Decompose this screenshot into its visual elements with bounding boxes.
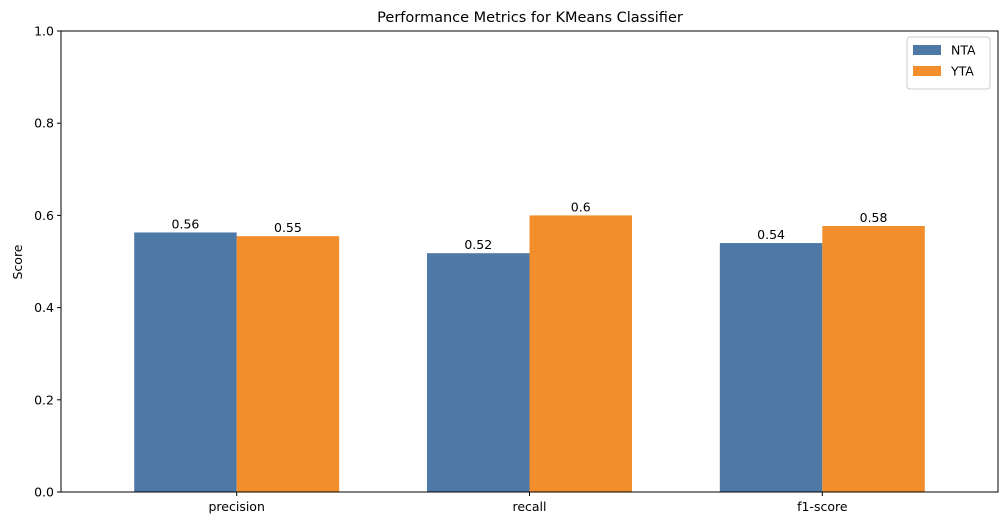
value-label-yta-recall: 0.6 [571,199,591,214]
bar-nta-recall [427,253,530,492]
legend-swatch-yta [913,66,941,76]
legend-box [906,36,991,90]
bar-yta-recall [529,215,632,492]
value-label-nta-f1-score: 0.54 [757,227,785,242]
y-tick-label: 0.4 [34,300,54,315]
legend-label-nta: NTA [951,43,976,58]
value-label-yta-precision: 0.55 [274,220,302,235]
plot-frame [60,30,999,493]
y-tick-label: 0.8 [34,116,54,131]
x-tick-label-recall: recall [512,499,546,514]
y-axis-label: Score [10,244,25,279]
bars-group [134,215,925,493]
x-tick-label-precision: precision [208,499,264,514]
chart-title: Performance Metrics for KMeans Classifie… [377,10,683,26]
y-tick-label: 0.6 [34,208,54,223]
value-labels-group: 0.56 0.52 0.54 0.55 0.6 0.58 [172,199,888,252]
bar-yta-f1-score [822,226,925,493]
y-axis: 0.0 0.2 0.4 0.6 0.8 1.0 [34,24,61,500]
x-axis: precision recall f1-score [208,492,848,514]
value-label-nta-recall: 0.52 [464,237,492,252]
legend: NTA YTA [906,36,991,90]
value-label-yta-f1-score: 0.58 [860,210,888,225]
y-tick-label: 0.0 [34,485,54,500]
value-label-nta-precision: 0.56 [172,216,200,231]
x-tick-label-f1-score: f1-score [797,499,848,514]
legend-label-yta: YTA [950,64,974,79]
y-tick-label: 1.0 [34,24,54,39]
y-tick-label: 0.2 [34,392,54,407]
bar-nta-f1-score [719,243,823,492]
bar-yta-precision [236,236,340,492]
bar-nta-precision [134,232,237,492]
legend-swatch-nta [913,45,941,55]
